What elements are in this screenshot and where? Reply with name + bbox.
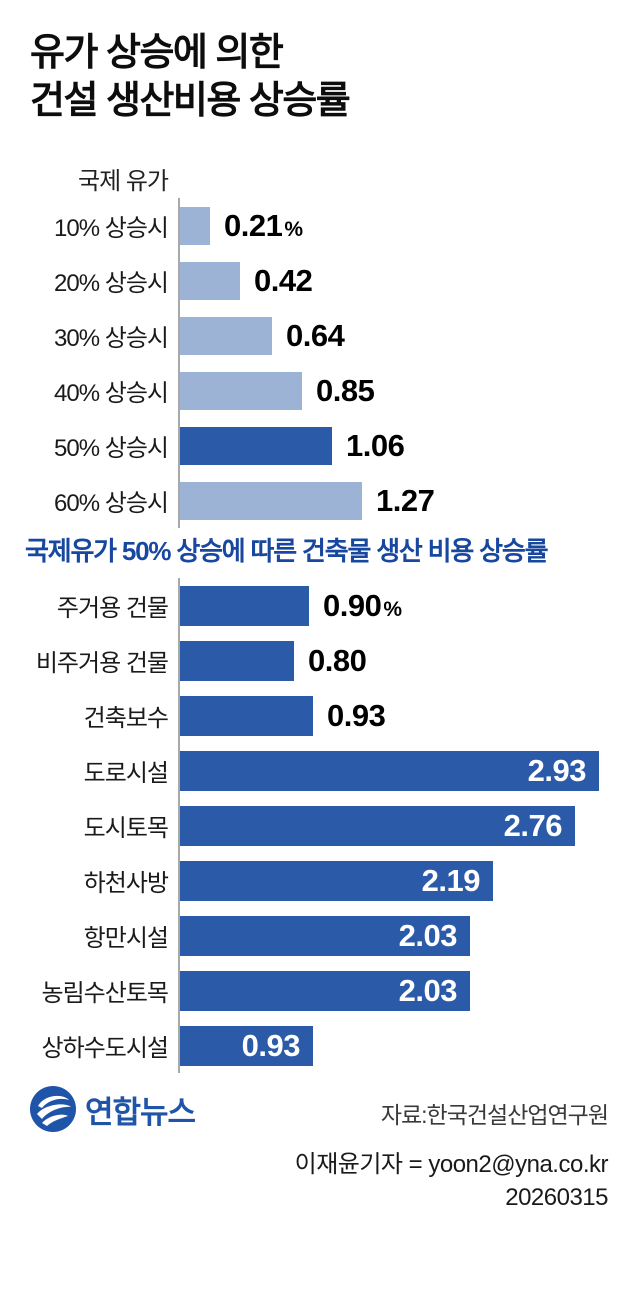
- chart-row: 30% 상승시 0.64: [0, 308, 640, 363]
- bar-area: 0.93: [178, 688, 640, 743]
- bar: 2.76: [180, 805, 575, 846]
- chart-row: 상하수도시설 0.93: [0, 1018, 640, 1073]
- yonhap-logo: 연합뉴스: [30, 1086, 196, 1132]
- chart-row: 항만시설 2.03: [0, 908, 640, 963]
- value-label: 0.64: [286, 317, 345, 353]
- axis-title-spacer: [178, 158, 640, 198]
- chart-row: 20% 상승시 0.42: [0, 253, 640, 308]
- chart-row: 주거용 건물 0.90%: [0, 578, 640, 633]
- category-label: 60% 상승시: [54, 490, 169, 517]
- bar: [180, 481, 362, 520]
- bar: [180, 261, 240, 300]
- category-label: 주거용 건물: [56, 595, 169, 622]
- reporter-byline: 이재윤기자 = yoon2@yna.co.kr: [294, 1151, 609, 1178]
- page-title-line1: 유가 상승에 의한: [30, 32, 284, 74]
- date-stamp: 20260315: [505, 1184, 608, 1212]
- oil-price-rise-chart: 국제 유가 10% 상승시 0.21% 20% 상승시 0.42 30% 상승시 0.64…: [0, 158, 640, 528]
- bar: [180, 640, 294, 681]
- value-label: 2.03: [398, 917, 458, 953]
- category-label: 항만시설: [83, 925, 169, 952]
- category-label: 10% 상승시: [54, 215, 169, 242]
- chart-row: 농림수산토목 2.03: [0, 963, 640, 1018]
- category-label: 농림수산토목: [41, 980, 169, 1007]
- bar: [180, 371, 302, 410]
- bar-area: 0.21%: [178, 198, 640, 253]
- bar-area: 0.64: [178, 308, 640, 363]
- bar: 2.03: [180, 915, 470, 956]
- chart-row: 60% 상승시 1.27: [0, 473, 640, 528]
- source-credit: 자료:한국건설산업연구원: [380, 1102, 609, 1128]
- value-label: 0.93: [241, 1027, 301, 1063]
- chart-row: 건축보수 0.93: [0, 688, 640, 743]
- value-label: 2.03: [398, 972, 458, 1008]
- bar-area: 0.80: [178, 633, 640, 688]
- category-label: 20% 상승시: [54, 270, 169, 297]
- category-label: 도시토목: [83, 815, 169, 842]
- value-label: 0.80: [308, 642, 367, 678]
- bar-area: 2.03: [178, 908, 640, 963]
- axis-title-row: 국제 유가: [0, 158, 640, 198]
- chart-row: 10% 상승시 0.21%: [0, 198, 640, 253]
- bar-area: 2.93: [178, 743, 640, 798]
- bar-area: 2.76: [178, 798, 640, 853]
- value-label: 0.85: [316, 372, 375, 408]
- bar: [180, 426, 332, 465]
- bar-area: 2.03: [178, 963, 640, 1018]
- bar: 2.93: [180, 750, 599, 791]
- category-label: 하천사방: [83, 870, 169, 897]
- value-label: 2.76: [503, 807, 563, 843]
- value-label: 2.19: [421, 862, 481, 898]
- category-label: 50% 상승시: [54, 435, 169, 462]
- category-label: 30% 상승시: [54, 325, 169, 352]
- yonhap-logo-text: 연합뉴스: [85, 1094, 196, 1130]
- value-label: 1.27: [376, 482, 435, 518]
- yonhap-logo-icon: [30, 1086, 76, 1132]
- bar-area: 0.85: [178, 363, 640, 418]
- bar-area: 0.93: [178, 1018, 640, 1073]
- chart-row: 하천사방 2.19: [0, 853, 640, 908]
- value-label: 0.21%: [224, 207, 303, 243]
- axis-title: 국제 유가: [78, 167, 169, 195]
- reporter-credits: 이재윤기자 = yoon2@yna.co.kr 20260315: [294, 1148, 609, 1214]
- bar: [180, 585, 309, 626]
- category-label: 40% 상승시: [54, 380, 169, 407]
- bar-area: 1.27: [178, 473, 640, 528]
- chart-row: 도시토목 2.76: [0, 798, 640, 853]
- value-label: 2.93: [527, 752, 587, 788]
- category-label: 비주거용 건물: [35, 650, 169, 677]
- bar: 2.19: [180, 860, 493, 901]
- page-title-line2: 건설 생산비용 상승률: [30, 79, 351, 122]
- bar: 0.93: [180, 1025, 313, 1066]
- chart-row: 비주거용 건물 0.80: [0, 633, 640, 688]
- bar: [180, 316, 272, 355]
- chart-row: 도로시설 2.93: [0, 743, 640, 798]
- unit-label: %: [383, 597, 402, 621]
- bar-area: 1.06: [178, 418, 640, 473]
- chart-row: 40% 상승시 0.85: [0, 363, 640, 418]
- value-label: 0.93: [327, 697, 386, 733]
- unit-label: %: [284, 217, 303, 241]
- bar: [180, 695, 313, 736]
- category-label: 상하수도시설: [41, 1035, 169, 1062]
- category-label: 건축보수: [83, 705, 169, 732]
- bar-area: 0.90%: [178, 578, 640, 633]
- value-label: 0.90%: [323, 587, 402, 623]
- bar: [180, 206, 210, 245]
- construction-cost-chart: 주거용 건물 0.90% 비주거용 건물 0.80 건축보수 0.93 도로시설 2.93 도시…: [0, 578, 640, 1073]
- section-title: 국제유가 50% 상승에 따른 건축물 생산 비용 상승률: [25, 536, 548, 566]
- bar: 2.03: [180, 970, 470, 1011]
- bar-area: 2.19: [178, 853, 640, 908]
- value-label: 0.42: [254, 262, 313, 298]
- category-label: 도로시설: [83, 760, 169, 787]
- chart-row: 50% 상승시 1.06: [0, 418, 640, 473]
- value-label: 1.06: [346, 427, 405, 463]
- bar-area: 0.42: [178, 253, 640, 308]
